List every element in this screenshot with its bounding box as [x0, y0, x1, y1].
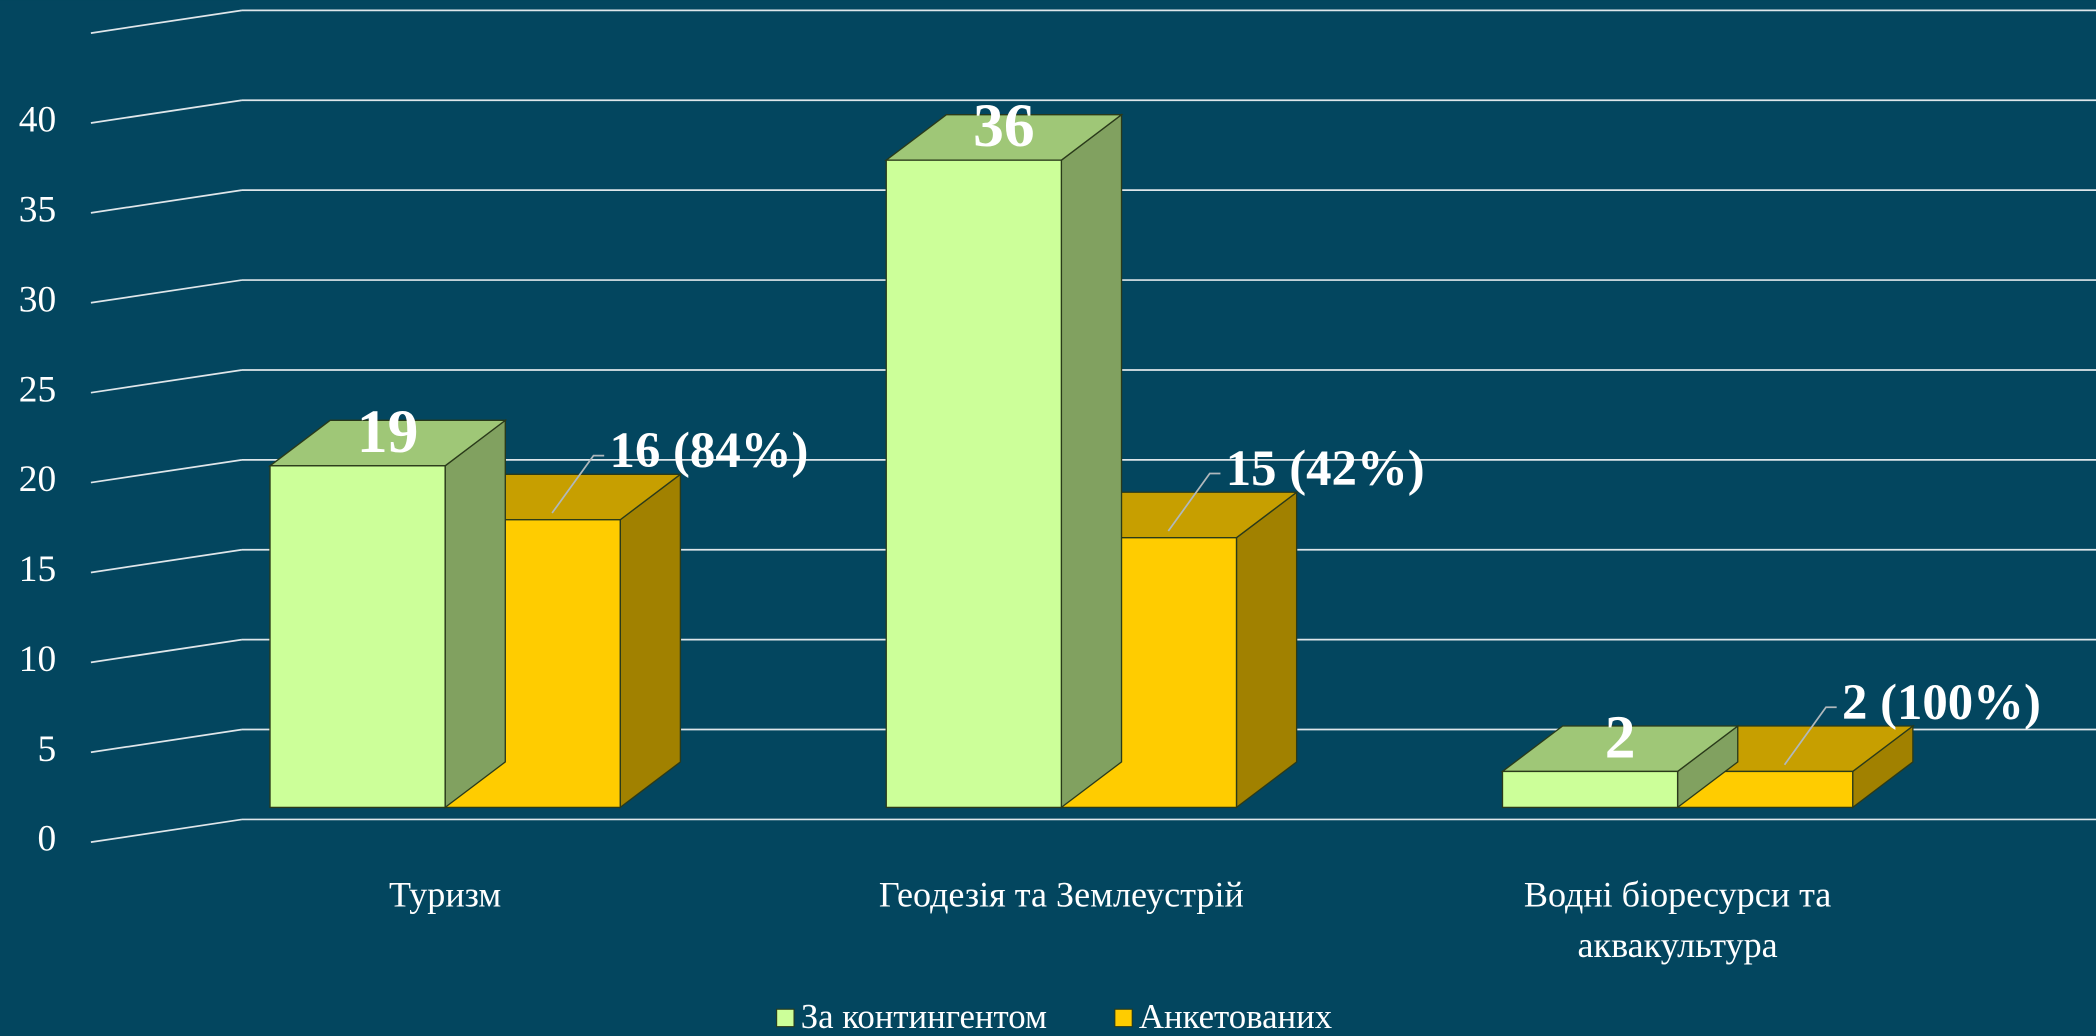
- legend-label: За контингентом: [801, 997, 1047, 1036]
- bar-side: [1060, 113, 1123, 809]
- grid-line: [90, 818, 243, 844]
- y-tick-label: 40: [19, 100, 56, 141]
- x-tick-label-box: Туризм: [389, 874, 502, 915]
- bar: [1500, 724, 1740, 809]
- legend-label: Анкетованих: [1139, 997, 1332, 1036]
- data-label: 2 (100%): [1842, 674, 2041, 730]
- x-tick-label: Геодезія та Землеустрій: [878, 874, 1244, 915]
- legend-swatch: [1114, 1008, 1133, 1028]
- data-label: 15 (42%): [1226, 440, 1425, 496]
- y-tick-label: 25: [19, 369, 56, 410]
- y-tick-label: 30: [19, 279, 56, 320]
- wall-top: [90, 9, 243, 34]
- grid-line: [90, 548, 243, 574]
- x-tick-label: Туризм: [389, 874, 502, 915]
- data-label: 19: [357, 398, 418, 466]
- bar: [268, 419, 508, 809]
- x-tick-label: Водні біоресурси та аквакультура: [1523, 874, 1832, 966]
- bar-front: [269, 465, 446, 809]
- bar-front: [885, 159, 1063, 809]
- grid-line: [90, 99, 243, 124]
- x-tick-label-box: Геодезія та Землеустрій: [878, 874, 1244, 915]
- y-tick-label: 35: [19, 189, 56, 230]
- grid-line: [90, 369, 243, 394]
- bar-side: [1235, 490, 1298, 809]
- y-tick-label: 0: [37, 819, 56, 860]
- y-tick-label: 10: [19, 639, 56, 680]
- leader-line: [1783, 706, 1837, 766]
- grid-line: [90, 279, 243, 304]
- leader-line: [551, 454, 605, 514]
- data-label: 2: [1605, 703, 1636, 771]
- y-tick-label: 15: [19, 549, 56, 590]
- grid-line: [90, 189, 243, 214]
- grid-line: [90, 458, 243, 484]
- data-label: 16 (84%): [610, 422, 809, 478]
- x-tick-label-box: Водні біоресурси та аквакультура: [1523, 874, 1832, 966]
- y-tick-label: 5: [37, 729, 56, 770]
- bar-front: [1501, 770, 1679, 809]
- bar: [884, 113, 1124, 809]
- data-label: 36: [973, 92, 1034, 160]
- y-tick-label: 20: [19, 459, 56, 500]
- grid-line: [90, 728, 243, 754]
- legend-swatch: [776, 1008, 795, 1028]
- bar-side: [619, 472, 682, 809]
- bar-side: [444, 419, 506, 809]
- grid-line: [90, 638, 243, 664]
- leader-line: [1167, 472, 1221, 532]
